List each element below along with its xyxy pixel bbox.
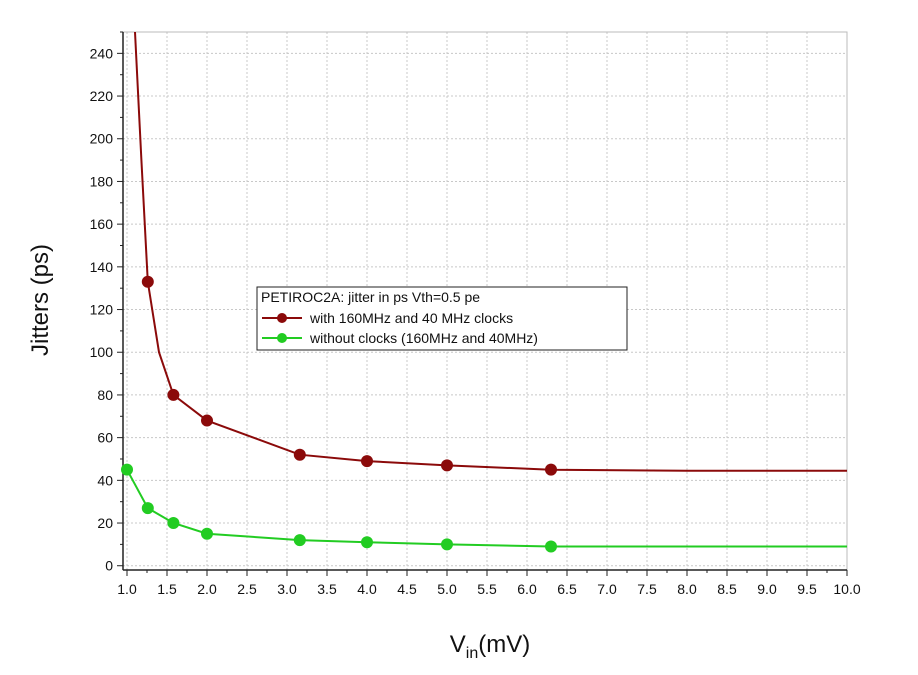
x-tick-label: 4.0	[357, 581, 377, 597]
legend-title: PETIROC2A: jitter in ps Vth=0.5 pe	[261, 289, 480, 305]
x-tick-label: 5.0	[437, 581, 457, 597]
data-point	[167, 517, 180, 530]
x-axis-title-sub: in	[466, 645, 478, 662]
x-tick-label: 3.5	[317, 581, 337, 597]
data-point	[361, 536, 373, 549]
data-point	[441, 538, 453, 551]
y-tick-label: 120	[90, 302, 114, 318]
data-point	[293, 534, 306, 547]
x-tick-label: 9.5	[797, 581, 817, 597]
y-tick-label: 40	[97, 472, 113, 488]
data-point	[141, 275, 154, 288]
y-tick-label: 220	[90, 88, 114, 104]
y-axis-title: Jitters (ps)	[27, 244, 54, 356]
data-point	[167, 388, 180, 401]
legend-label-without-clocks: without clocks (160MHz and 40MHz)	[309, 330, 538, 346]
x-axis-title-main: V	[450, 631, 466, 658]
y-tick-label: 0	[105, 558, 113, 574]
x-tick-label: 2.5	[237, 581, 257, 597]
y-tick-label: 180	[90, 173, 114, 189]
legend-label-with-clocks: with 160MHz and 40 MHz clocks	[309, 310, 513, 326]
x-tick-label: 1.0	[117, 581, 137, 597]
legend: PETIROC2A: jitter in ps Vth=0.5 pe with …	[256, 286, 628, 351]
series	[121, 31, 847, 553]
x-tick-label: 4.5	[397, 581, 417, 597]
x-tick-label: 7.5	[637, 581, 657, 597]
x-tick-label: 3.0	[277, 581, 297, 597]
x-tick-label: 8.5	[717, 581, 737, 597]
x-tick-label: 1.5	[157, 581, 177, 597]
y-tick-label: 100	[90, 344, 114, 360]
x-tick-label: 10.0	[833, 581, 860, 597]
y-tick-label: 140	[90, 259, 114, 275]
x-axis-title-unit: (mV)	[478, 631, 530, 658]
x-tick-label: 7.0	[597, 581, 617, 597]
data-point	[545, 463, 557, 476]
data-point	[201, 414, 213, 427]
x-tick-label: 9.0	[757, 581, 777, 597]
x-tick-label: 6.5	[557, 581, 577, 597]
legend-marker-without-clocks	[277, 333, 287, 343]
data-point	[361, 455, 373, 468]
series-line-0	[134, 31, 847, 472]
x-tick-label: 2.0	[197, 581, 217, 597]
data-point	[201, 527, 213, 540]
legend-marker-with-clocks	[277, 313, 287, 323]
series-line-1	[126, 469, 847, 548]
y-tick-label: 60	[97, 430, 113, 446]
data-point	[441, 459, 453, 472]
legend-box	[256, 286, 628, 351]
data-point	[141, 502, 154, 515]
y-tick-label: 200	[90, 131, 114, 147]
y-tick-label: 240	[90, 45, 114, 61]
x-tick-label: 5.5	[477, 581, 497, 597]
y-tick-label: 160	[90, 216, 114, 232]
y-tick-label: 20	[97, 515, 113, 531]
data-point	[293, 448, 306, 461]
y-tick-label: 80	[97, 387, 113, 403]
x-tick-label: 6.0	[517, 581, 537, 597]
data-point	[121, 463, 133, 476]
x-tick-label: 8.0	[677, 581, 697, 597]
x-axis-title: Vin(mV)	[450, 631, 530, 662]
y-axis-ticks: 0 20 40 60 80 100 120 140 160 180 200 220 240	[90, 31, 123, 574]
data-point	[545, 540, 557, 553]
x-axis-ticks: 1.0 1.5 2.0 2.5 3.0 3.5 4.0 4.5 5.0 5.5 6.0 6.5 7.0 7…	[117, 570, 861, 597]
